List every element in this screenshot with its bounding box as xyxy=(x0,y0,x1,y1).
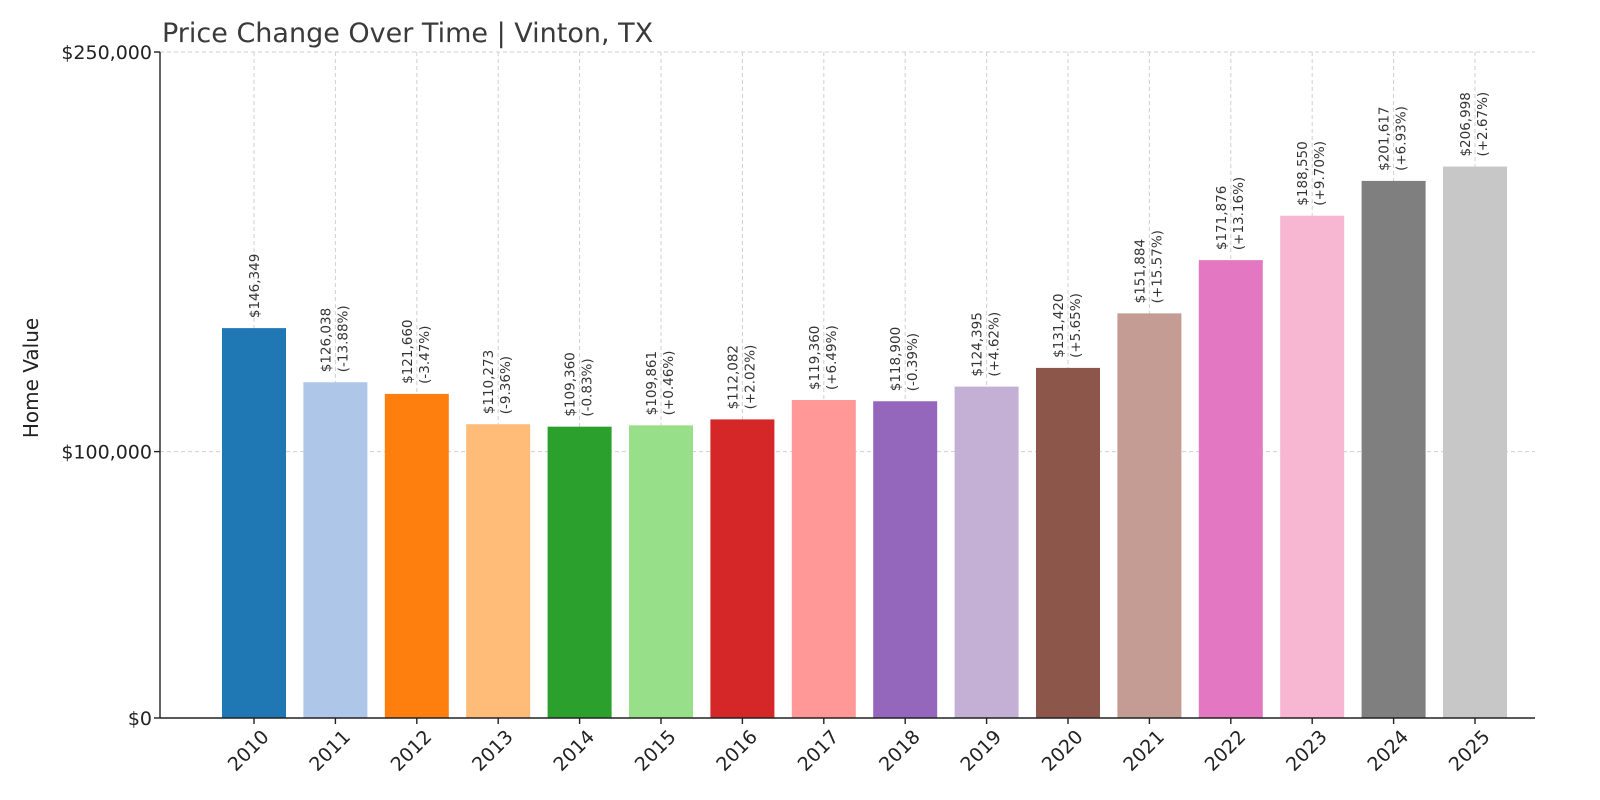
x-tick-label: 2019 xyxy=(956,726,1006,776)
value-label: $201,617 xyxy=(1377,106,1393,170)
change-label: (-0.83%) xyxy=(580,358,596,416)
x-tick-label: 2023 xyxy=(1282,726,1332,776)
data-label-2023: $188,550(+9.70%) xyxy=(1295,141,1328,206)
bar-2017 xyxy=(791,400,856,718)
change-label: (-3.47%) xyxy=(417,326,433,384)
data-label-2020: $131,420(+5.65%) xyxy=(1051,293,1084,358)
change-label: (-9.36%) xyxy=(498,356,514,414)
data-label-2018: $118,900(-0.39%) xyxy=(888,327,921,391)
x-tick-label: 2020 xyxy=(1038,726,1088,776)
value-label: $171,876 xyxy=(1214,186,1230,250)
bar-2013 xyxy=(466,424,531,718)
value-label: $112,082 xyxy=(725,345,741,409)
y-tick-label: $100,000 xyxy=(61,442,152,464)
data-label-2012: $121,660(-3.47%) xyxy=(400,319,433,383)
x-tick-label: 2022 xyxy=(1201,726,1251,776)
bar-2014 xyxy=(547,426,612,718)
x-tick-label: 2024 xyxy=(1363,726,1413,776)
x-tick-label: 2013 xyxy=(468,726,518,776)
y-axis-label: Home Value xyxy=(19,318,43,438)
value-label: $118,900 xyxy=(888,327,904,391)
x-tick-label: 2021 xyxy=(1119,726,1169,776)
change-label: (+13.16%) xyxy=(1231,177,1247,250)
bar-2022 xyxy=(1198,260,1263,718)
data-label-2025: $206,998(+2.67%) xyxy=(1458,92,1491,157)
y-ticks: $0 $100,000 $250,000 xyxy=(61,42,160,730)
data-label-2013: $110,273(-9.36%) xyxy=(481,350,514,414)
value-label: $119,360 xyxy=(807,326,823,390)
data-label-2014: $109,360(-0.83%) xyxy=(563,352,596,416)
data-label-2015: $109,861(+0.46%) xyxy=(644,351,677,416)
change-label: (+4.62%) xyxy=(987,312,1003,377)
value-label: $109,861 xyxy=(644,351,660,415)
value-label: $188,550 xyxy=(1295,141,1311,205)
change-label: (+2.67%) xyxy=(1475,92,1491,157)
value-label: $206,998 xyxy=(1458,92,1474,156)
change-label: (+2.02%) xyxy=(742,345,758,410)
change-label: (+9.70%) xyxy=(1312,141,1328,206)
value-label: $121,660 xyxy=(400,319,416,383)
data-labels: $146,349 $126,038(-13.88%) $121,660(-3.47%… xyxy=(247,92,1491,417)
value-label: $109,360 xyxy=(563,352,579,416)
data-label-2022: $171,876(+13.16%) xyxy=(1214,177,1247,250)
data-label-2019: $124,395(+4.62%) xyxy=(970,312,1003,377)
bars xyxy=(222,166,1507,719)
x-tick-label: 2025 xyxy=(1445,726,1495,776)
x-tick-label: 2015 xyxy=(631,726,681,776)
data-label-2016: $112,082(+2.02%) xyxy=(725,345,758,410)
bar-2010 xyxy=(222,328,286,718)
bar-2016 xyxy=(710,419,775,718)
bar-2023 xyxy=(1280,215,1345,718)
x-tick-label: 2016 xyxy=(712,726,762,776)
bar-2015 xyxy=(629,425,693,718)
bar-2024 xyxy=(1361,180,1426,718)
change-label: (-0.39%) xyxy=(905,333,921,391)
x-tick-label: 2012 xyxy=(387,726,437,776)
data-label-2017: $119,360(+6.49%) xyxy=(807,325,840,390)
bar-2012 xyxy=(384,393,449,718)
x-ticks: 2010 2011 2012 2013 2014 2015 2016 2017 2018 2019… xyxy=(224,718,1495,776)
value-label: $124,395 xyxy=(970,312,986,376)
value-label: $146,349 xyxy=(247,254,263,318)
value-label: $131,420 xyxy=(1051,293,1067,357)
value-label: $110,273 xyxy=(481,350,497,414)
x-tick-label: 2018 xyxy=(875,726,925,776)
x-tick-label: 2014 xyxy=(549,726,599,776)
bar-2018 xyxy=(873,401,938,718)
x-tick-label: 2011 xyxy=(305,726,355,776)
change-label: (+0.46%) xyxy=(661,351,677,416)
axes xyxy=(159,52,1535,719)
bar-2021 xyxy=(1117,313,1182,718)
bar-2025 xyxy=(1443,166,1507,719)
y-tick-label: $250,000 xyxy=(61,42,152,64)
value-label: $126,038 xyxy=(318,308,334,372)
bar-2020 xyxy=(1036,367,1100,718)
value-label: $151,884 xyxy=(1132,239,1148,303)
change-label: (+15.57%) xyxy=(1149,230,1165,303)
change-label: (+6.93%) xyxy=(1394,106,1410,171)
x-tick-label: 2017 xyxy=(794,726,844,776)
chart-title: Price Change Over Time | Vinton, TX xyxy=(162,18,653,49)
data-label-2010: $146,349 xyxy=(247,254,263,318)
data-label-2011: $126,038(-13.88%) xyxy=(318,305,351,372)
x-tick-label: 2010 xyxy=(224,726,274,776)
change-label: (-13.88%) xyxy=(335,305,351,372)
change-label: (+6.49%) xyxy=(824,325,840,390)
data-label-2024: $201,617(+6.93%) xyxy=(1377,106,1410,171)
bar-2011 xyxy=(303,382,368,718)
bar-2019 xyxy=(954,386,1019,718)
change-label: (+5.65%) xyxy=(1068,293,1084,358)
y-tick-label: $0 xyxy=(128,708,152,730)
data-label-2021: $151,884(+15.57%) xyxy=(1132,230,1165,303)
